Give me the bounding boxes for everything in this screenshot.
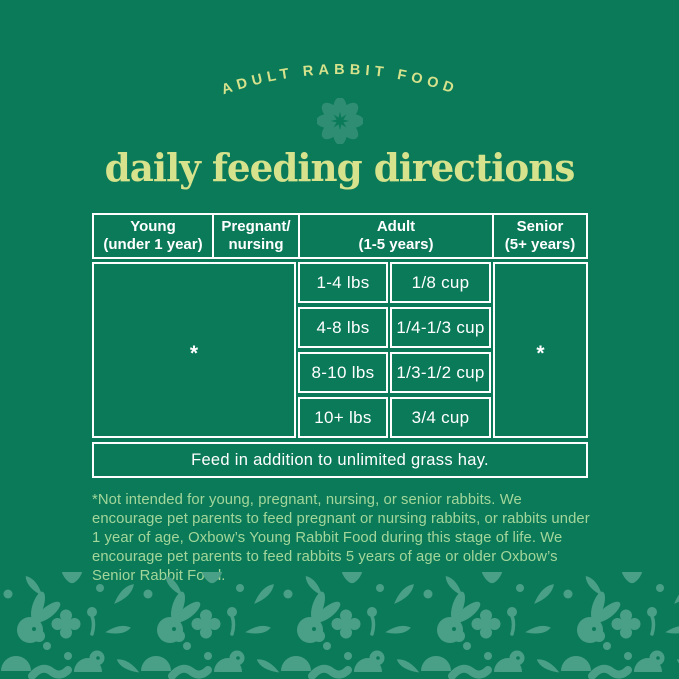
table-row: 1-4 lbs 1/8 cup <box>298 262 491 303</box>
arc-heading-text: ADULT RABBIT FOOD <box>220 62 456 98</box>
header-senior-line2: (5+ years) <box>504 236 576 253</box>
header-young-line1: Young <box>130 218 176 235</box>
table-row: 4-8 lbs 1/4-1/3 cup <box>298 307 491 348</box>
header-senior-line1: Senior <box>516 218 564 235</box>
page-title: daily feeding directions <box>104 145 576 190</box>
young-pregnant-cell: * <box>92 262 296 438</box>
senior-asterisk: * <box>536 342 545 365</box>
feeding-table-body: * 1-4 lbs 1/8 cup 4-8 lbs 1/4-1/3 cup 8-… <box>92 262 588 438</box>
header-adult: Adult (1-5 years) <box>298 215 492 257</box>
header-pregnant: Pregnant/ nursing <box>212 215 298 257</box>
feeding-table-header: Young (under 1 year) Pregnant/ nursing A… <box>92 213 588 259</box>
young-pregnant-asterisk: * <box>189 342 199 365</box>
adult-amount-cell: 1/8 cup <box>390 262 491 303</box>
adult-weight-cell: 4-8 lbs <box>298 307 388 348</box>
feeding-table: Young (under 1 year) Pregnant/ nursing A… <box>92 213 588 478</box>
adult-amount-cell: 3/4 cup <box>390 397 491 438</box>
adult-weight-cell: 1-4 lbs <box>298 262 388 303</box>
adult-amount-cell: 1/4-1/3 cup <box>390 307 491 348</box>
senior-cell: * <box>493 262 588 438</box>
flower-ornament-icon <box>317 98 363 144</box>
header-adult-line1: Adult <box>376 218 416 235</box>
rabbit-pattern-band <box>0 572 679 679</box>
table-row: 8-10 lbs 1/3-1/2 cup <box>298 352 491 393</box>
header-pregnant-line1: Pregnant/ <box>221 218 291 235</box>
table-row: 10+ lbs 3/4 cup <box>298 397 491 438</box>
header-pregnant-line2: nursing <box>228 236 284 253</box>
header-senior: Senior (5+ years) <box>492 215 586 257</box>
adult-amount-cell: 1/3-1/2 cup <box>390 352 491 393</box>
header-young-line2: (under 1 year) <box>103 236 203 253</box>
adult-weight-cell: 8-10 lbs <box>298 352 388 393</box>
header-adult-line2: (1-5 years) <box>358 236 434 253</box>
adult-feeding-grid: 1-4 lbs 1/8 cup 4-8 lbs 1/4-1/3 cup 8-10… <box>298 262 491 438</box>
header-young: Young (under 1 year) <box>94 215 212 257</box>
arc-heading: ADULT RABBIT FOOD <box>220 62 461 98</box>
svg-text:ADULT RABBIT FOOD: ADULT RABBIT FOOD <box>220 62 461 98</box>
adult-weight-cell: 10+ lbs <box>298 397 388 438</box>
hay-note-cell: Feed in addition to unlimited grass hay. <box>92 442 588 478</box>
